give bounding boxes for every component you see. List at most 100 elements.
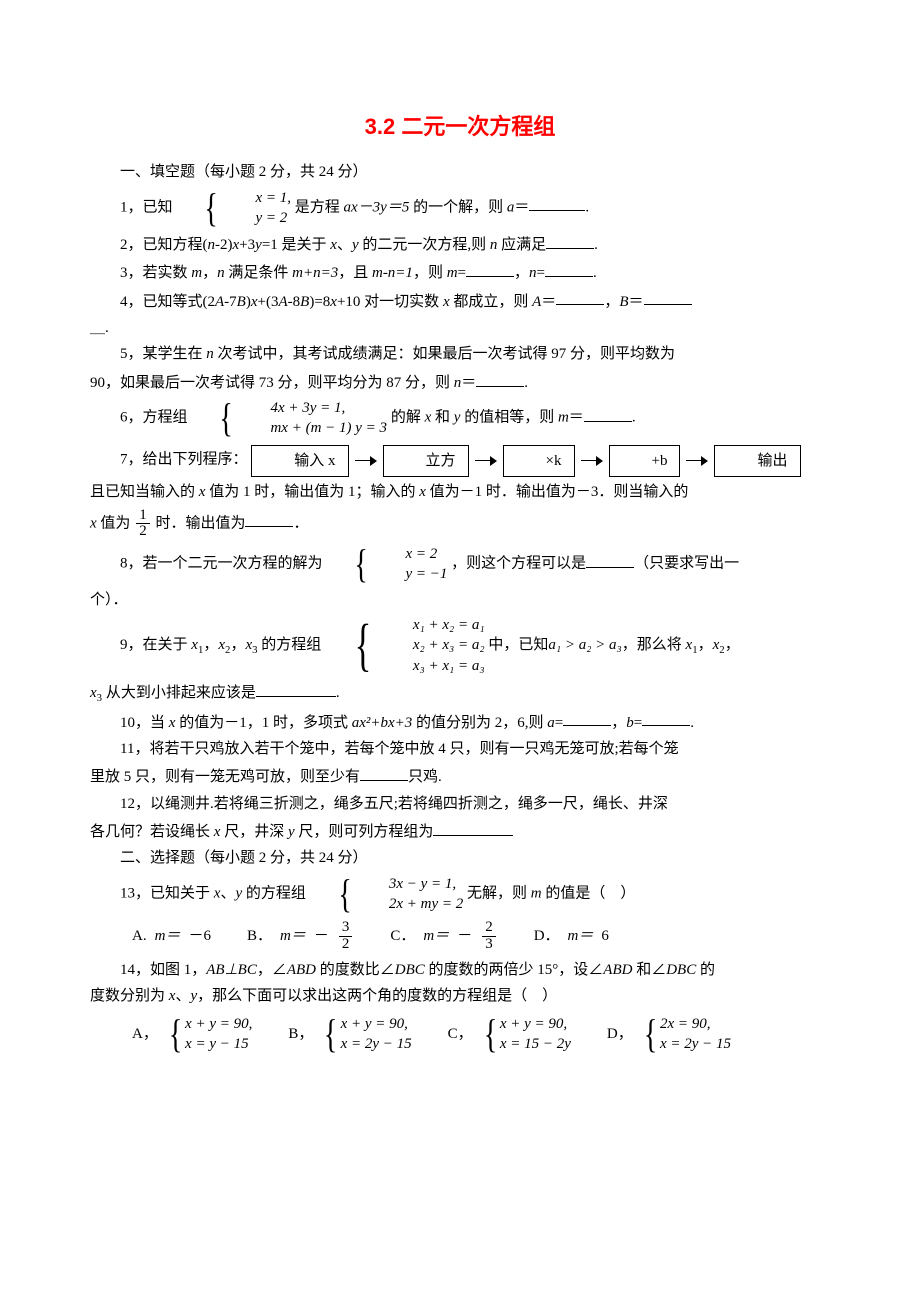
- y: y: [352, 237, 359, 253]
- n: n: [206, 346, 214, 362]
- label: C．: [390, 925, 415, 948]
- num: 1: [136, 508, 150, 525]
- row: x = y − 15: [185, 1034, 252, 1054]
- n: n: [217, 265, 225, 281]
- A: A: [215, 293, 224, 309]
- label: B，: [288, 1023, 313, 1046]
- row: x = 15 − 2y: [500, 1034, 571, 1054]
- blank: [584, 405, 632, 422]
- page-title: 3.2 二元一次方程组: [90, 110, 830, 143]
- t: ，∠: [257, 962, 287, 978]
- t: +3: [239, 237, 255, 253]
- row: mx + (m − 1) y = 3: [240, 418, 387, 438]
- x: x: [90, 685, 97, 701]
- flow-box-mulk: ×k: [503, 445, 575, 478]
- t: ，: [203, 637, 218, 653]
- blank: [644, 289, 692, 306]
- t: 6，方程组: [120, 410, 188, 426]
- brace-icon: {: [324, 1014, 337, 1054]
- t: 的值是（ ）: [542, 886, 636, 902]
- blank: [245, 510, 293, 527]
- t: 、: [220, 886, 235, 902]
- eq: ＝: [629, 293, 644, 309]
- q13-options: A.m＝－6 B．m＝－32 C．m＝－23 D．m＝6: [90, 920, 830, 953]
- q9b: x3 从大到小排起来应该是.: [90, 680, 830, 706]
- label: D．: [534, 925, 560, 948]
- pre: m＝: [155, 925, 181, 948]
- e: AB⊥BC: [206, 962, 257, 978]
- t: 的解: [391, 410, 425, 426]
- num: 3: [339, 920, 353, 937]
- t: 次考试中，其考试成绩满足：如果最后一次考试得 97 分，则平均数为: [214, 346, 675, 362]
- m: m: [447, 265, 458, 281]
- B: B: [619, 293, 628, 309]
- flow-box-output: 输出: [714, 445, 800, 478]
- q10: 10，当 x 的值为－1，1 时，多项式 ax²+bx+3 的值分别为 2，6,…: [90, 710, 830, 734]
- t: （只要求写出一: [634, 556, 739, 572]
- q9: 9，在关于 x1，x2，x3 的方程组 { x₁ + x₂ = a₁ x₂ + …: [90, 615, 830, 676]
- p: .: [690, 714, 694, 730]
- t: 8，若一个二元一次方程的解为: [120, 556, 323, 572]
- B: B: [237, 293, 246, 309]
- opt-d: D， {2x = 90,x = 2y − 15: [607, 1014, 731, 1055]
- t: -2): [215, 237, 233, 253]
- blank: [546, 232, 594, 249]
- opt-b: B， {x + y = 90,x = 2y − 15: [288, 1014, 411, 1055]
- arrow-icon: [581, 456, 603, 466]
- den: 2: [136, 524, 150, 540]
- q5b: 90，如果最后一次考试得 73 分，则平均分为 87 分，则 n＝.: [90, 370, 830, 394]
- den: 2: [339, 937, 353, 953]
- p: .: [632, 410, 636, 426]
- sys: {x + y = 90,x = y − 15: [166, 1014, 253, 1055]
- flowchart: 输入 x 立方 ×k +b 输出: [251, 445, 800, 478]
- flow-box-input: 输入 x: [251, 445, 348, 478]
- e: m+n=3: [292, 265, 338, 281]
- t: 和: [431, 410, 454, 426]
- arrow-icon: [355, 456, 377, 466]
- neg: －: [314, 925, 329, 948]
- pre: m＝: [280, 925, 306, 948]
- t: 中，已知: [488, 637, 548, 653]
- t: 和∠: [632, 962, 666, 978]
- e: ABD: [287, 962, 316, 978]
- t: 14，如图 1，: [120, 962, 206, 978]
- t: 2，已知方程(: [120, 237, 208, 253]
- eq: ＝: [569, 410, 584, 426]
- e: m-n=1: [372, 265, 413, 281]
- n: n: [208, 237, 216, 253]
- brace-icon: {: [199, 398, 233, 438]
- row: 2x = 90,: [660, 1014, 731, 1034]
- t: ，: [604, 293, 619, 309]
- q9-system: { x₁ + x₂ = a₁ x₂ + x₃ = a₂ x₃ + x₁ = a₃: [325, 615, 485, 676]
- blank: [476, 370, 524, 387]
- x: x: [90, 515, 97, 531]
- x: x: [330, 293, 337, 309]
- e: DBC: [666, 962, 696, 978]
- q14-options: A， {x + y = 90,x = y − 15 B， {x + y = 90…: [90, 1014, 830, 1055]
- t: 的值为－1，1 时，多项式: [175, 714, 351, 730]
- t: +(3: [258, 293, 279, 309]
- x: x: [191, 637, 198, 653]
- t: ，: [611, 714, 626, 730]
- x: x: [251, 293, 258, 309]
- e: ABD: [603, 962, 632, 978]
- t: 时．输出值为: [155, 515, 245, 531]
- B: B: [300, 293, 309, 309]
- q11b: 里放 5 只，则有一笼无鸡可放，则至少有只鸡.: [90, 764, 830, 788]
- x: x: [330, 237, 337, 253]
- worksheet-page: 3.2 二元一次方程组 一、填空题（每小题 2 分，共 24 分） 1，已知 {…: [0, 0, 920, 1120]
- brace-icon: {: [334, 544, 368, 584]
- t: 且已知当输入的: [90, 484, 199, 500]
- t: 值为－1 时．输出值为－3．则当输入的: [426, 484, 689, 500]
- eq: =: [537, 265, 545, 281]
- arrow-icon: [686, 456, 708, 466]
- opt-c: C．m＝－23: [390, 920, 497, 953]
- section-choice: 二、选择题（每小题 2 分，共 24 分）: [90, 847, 830, 870]
- label: A.: [132, 925, 147, 948]
- e: DBC: [395, 962, 425, 978]
- t: 的值分别为 2，6,则: [412, 714, 547, 730]
- t: 7，给出下列程序：: [120, 451, 248, 467]
- row: x₃ + x₁ = a₃: [383, 656, 485, 676]
- t: 9，在关于: [120, 637, 191, 653]
- opt-a: A， {x + y = 90,x = y − 15: [132, 1014, 252, 1055]
